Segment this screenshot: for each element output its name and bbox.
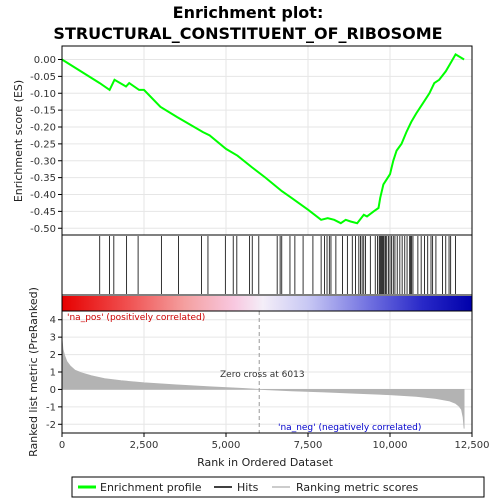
es-axis-ticks: 0.00 -0.05 -0.10 -0.15 -0.20 -0.25 -0.30 -0.35 -… — [30, 55, 62, 235]
metric-tick-label: -2 — [46, 420, 56, 431]
es-tick-label: -0.20 — [30, 123, 56, 134]
legend-ranking-metric-scores: Ranking metric scores — [296, 481, 418, 494]
es-panel: 0.00 -0.05 -0.10 -0.15 -0.20 -0.25 -0.30 -0.35 -… — [30, 45, 473, 236]
x-tick-label: 5,000 — [212, 440, 241, 451]
metric-panel: 'na_pos' (positively correlated) Zero cr… — [46, 310, 490, 451]
legend-hits: Hits — [237, 481, 259, 494]
es-tick-label: -0.10 — [30, 89, 56, 100]
metric-tick-label: 0 — [50, 385, 56, 396]
es-tick-label: -0.50 — [30, 224, 56, 235]
neg-label: 'na_neg' (negatively correlated) — [278, 423, 421, 433]
metric-tick-label: 1 — [50, 368, 56, 379]
es-gridlines — [61, 46, 473, 235]
es-tick-label: 0.00 — [34, 55, 56, 66]
metric-tick-label: 2 — [50, 350, 56, 361]
es-tick-label: -0.45 — [30, 207, 56, 218]
heatmap-bar — [62, 296, 472, 311]
metric-tick-label: 3 — [50, 333, 56, 344]
metric-tick-label: -1 — [46, 402, 56, 413]
es-tick-label: -0.40 — [30, 190, 56, 201]
metric-tick-label: 4 — [50, 315, 56, 326]
x-tick-label: 2,500 — [130, 440, 159, 451]
es-tick-label: -0.25 — [30, 139, 56, 150]
chart-title-line2: STRUCTURAL_CONSTITUENT_OF_RIBOSOME — [53, 24, 442, 43]
es-tick-label: -0.05 — [30, 72, 56, 83]
legend-enrichment-profile: Enrichment profile — [100, 481, 202, 494]
x-tick-label: 7,500 — [294, 440, 323, 451]
es-tick-label: -0.15 — [30, 106, 56, 117]
es-panel-frame — [61, 45, 473, 236]
zero-cross-label: Zero cross at 6013 — [220, 370, 305, 380]
metric-axis-ticks: 4 3 2 1 0 -1 -2 — [46, 315, 62, 431]
es-tick-label: -0.30 — [30, 156, 56, 167]
chart-title-line1: Enrichment plot: — [173, 3, 324, 22]
x-tick-label: 0 — [59, 440, 65, 451]
hits-panel — [61, 234, 473, 296]
x-axis-ticks: 0 2,500 5,000 7,500 10,000 12,500 — [59, 433, 490, 451]
es-axis-label: Enrichment score (ES) — [12, 80, 25, 202]
metric-axis-label: Ranked list metric (PreRanked) — [27, 287, 40, 457]
x-axis-label: Rank in Ordered Dataset — [197, 456, 334, 469]
hit-lines — [99, 236, 457, 294]
legend: Enrichment profile Hits Ranking metric s… — [71, 476, 485, 498]
x-tick-label: 12,500 — [455, 440, 490, 451]
enrichment-profile-line — [61, 53, 465, 225]
pos-label: 'na_pos' (positively correlated) — [67, 313, 205, 323]
x-tick-label: 10,000 — [373, 440, 408, 451]
ranking-metric-area — [61, 338, 465, 429]
es-tick-label: -0.35 — [30, 173, 56, 184]
heatmap-bar-panel — [61, 294, 473, 312]
